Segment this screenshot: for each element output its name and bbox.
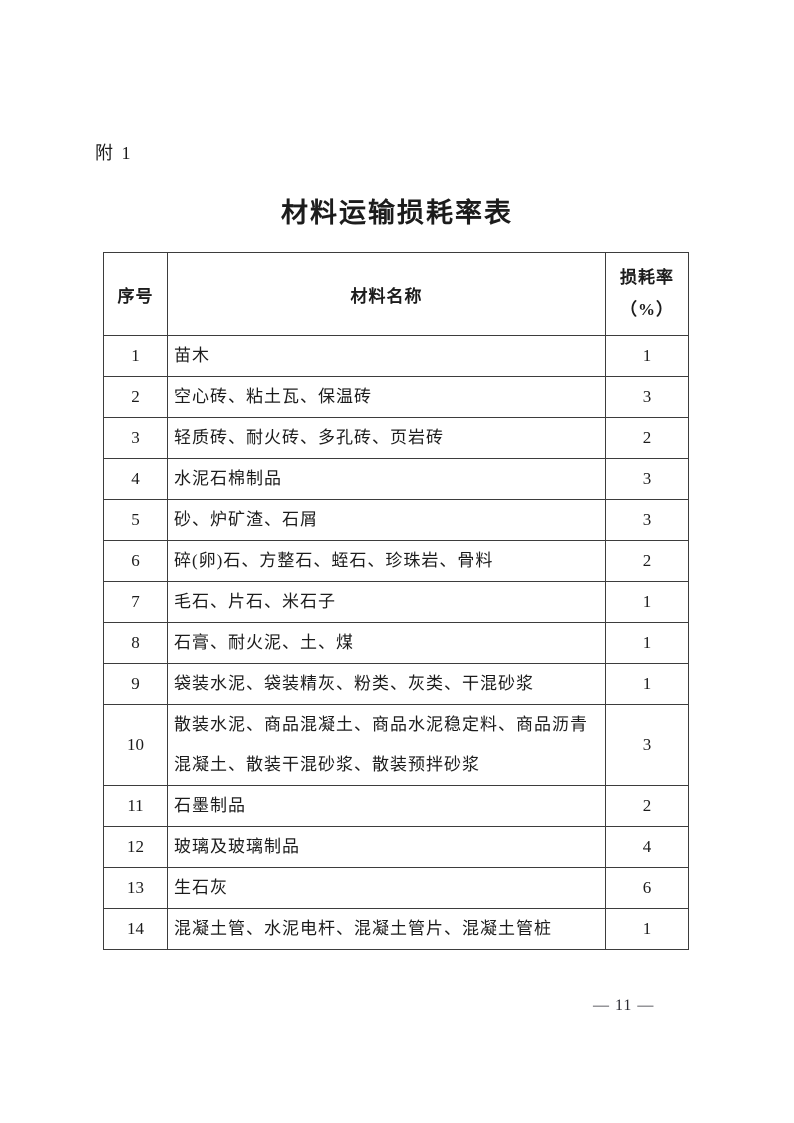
page-title: 材料运输损耗率表	[281, 198, 513, 228]
material-name-cell: 石膏、耐火泥、土、煤	[167, 622, 606, 664]
loss-rate-table: 序号 材料名称 损耗率 （%） 1 苗木 1 2 空心砖、粘土瓦、保温砖 3 3…	[103, 252, 689, 950]
table-row: 9 袋装水泥、袋装精灰、粉类、灰类、干混砂浆 1	[103, 663, 689, 705]
table-body: 1 苗木 1 2 空心砖、粘土瓦、保温砖 3 3 轻质砖、耐火砖、多孔砖、页岩砖…	[103, 335, 689, 950]
col-header-rate-line2: （%）	[620, 300, 674, 319]
col-header-rate-line1: 损耗率	[620, 267, 674, 287]
row-index-cell: 3	[103, 417, 168, 459]
page-number: — 11 —	[593, 997, 655, 1014]
material-name-cell: 碎(卵)石、方整石、蛭石、珍珠岩、骨料	[167, 540, 606, 582]
loss-rate-cell: 1	[605, 335, 689, 377]
loss-rate-cell: 3	[605, 704, 689, 786]
row-index-cell: 4	[103, 458, 168, 500]
material-name-cell: 生石灰	[167, 867, 606, 909]
table-header: 序号 材料名称 损耗率 （%）	[103, 252, 689, 336]
loss-rate-cell: 1	[605, 663, 689, 705]
material-name-cell: 空心砖、粘土瓦、保温砖	[167, 376, 606, 418]
material-name-cell: 砂、炉矿渣、石屑	[167, 499, 606, 541]
material-name-cell: 袋装水泥、袋装精灰、粉类、灰类、干混砂浆	[167, 663, 606, 705]
loss-rate-cell: 2	[605, 417, 689, 459]
row-index-cell: 12	[103, 826, 168, 868]
material-name-cell: 轻质砖、耐火砖、多孔砖、页岩砖	[167, 417, 606, 459]
loss-rate-cell: 3	[605, 458, 689, 500]
material-name-cell: 散装水泥、商品混凝土、商品水泥稳定料、商品沥青混凝土、散装干混砂浆、散装预拌砂浆	[167, 704, 606, 786]
loss-rate-cell: 3	[605, 376, 689, 418]
table-row: 1 苗木 1	[103, 335, 689, 377]
loss-rate-cell: 2	[605, 540, 689, 582]
material-name-cell: 水泥石棉制品	[167, 458, 606, 500]
row-index-cell: 5	[103, 499, 168, 541]
table-row: 5 砂、炉矿渣、石屑 3	[103, 499, 689, 541]
loss-rate-cell: 2	[605, 785, 689, 827]
material-name-cell: 苗木	[167, 335, 606, 377]
table-header-row: 序号 材料名称 损耗率 （%）	[103, 252, 689, 336]
loss-rate-cell: 1	[605, 622, 689, 664]
table-row: 11 石墨制品 2	[103, 785, 689, 827]
loss-rate-cell: 6	[605, 867, 689, 909]
loss-rate-cell: 1	[605, 908, 689, 950]
row-index-cell: 6	[103, 540, 168, 582]
table-row: 4 水泥石棉制品 3	[103, 458, 689, 500]
loss-rate-cell: 3	[605, 499, 689, 541]
col-header-rate: 损耗率 （%）	[605, 252, 689, 336]
col-header-index: 序号	[103, 252, 168, 336]
table-row: 13 生石灰 6	[103, 867, 689, 909]
loss-rate-cell: 1	[605, 581, 689, 623]
table-row: 3 轻质砖、耐火砖、多孔砖、页岩砖 2	[103, 417, 689, 459]
row-index-cell: 10	[103, 704, 168, 786]
row-index-cell: 9	[103, 663, 168, 705]
attachment-label: 附 1	[95, 143, 133, 163]
material-name-cell: 玻璃及玻璃制品	[167, 826, 606, 868]
table-row: 7 毛石、片石、米石子 1	[103, 581, 689, 623]
table-row: 12 玻璃及玻璃制品 4	[103, 826, 689, 868]
material-name-cell: 石墨制品	[167, 785, 606, 827]
row-index-cell: 7	[103, 581, 168, 623]
row-index-cell: 14	[103, 908, 168, 950]
table-row: 8 石膏、耐火泥、土、煤 1	[103, 622, 689, 664]
row-index-cell: 8	[103, 622, 168, 664]
row-index-cell: 13	[103, 867, 168, 909]
row-index-cell: 11	[103, 785, 168, 827]
material-name-cell: 毛石、片石、米石子	[167, 581, 606, 623]
table-row: 2 空心砖、粘土瓦、保温砖 3	[103, 376, 689, 418]
table-row: 6 碎(卵)石、方整石、蛭石、珍珠岩、骨料 2	[103, 540, 689, 582]
col-header-material: 材料名称	[167, 252, 606, 336]
material-name-cell: 混凝土管、水泥电杆、混凝土管片、混凝土管桩	[167, 908, 606, 950]
table-row: 14 混凝土管、水泥电杆、混凝土管片、混凝土管桩 1	[103, 908, 689, 950]
table-row: 10 散装水泥、商品混凝土、商品水泥稳定料、商品沥青混凝土、散装干混砂浆、散装预…	[103, 704, 689, 786]
row-index-cell: 2	[103, 376, 168, 418]
loss-rate-cell: 4	[605, 826, 689, 868]
row-index-cell: 1	[103, 335, 168, 377]
